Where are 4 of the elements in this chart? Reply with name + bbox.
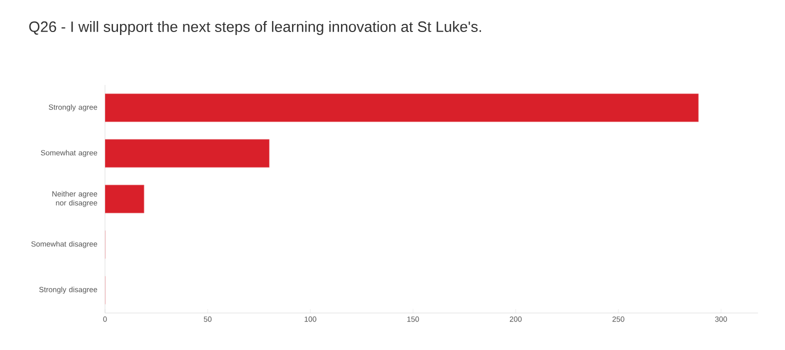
bar xyxy=(105,94,699,122)
bar xyxy=(105,139,270,168)
chart-title: Q26 - I will support the next steps of learning innovation at St Luke's. xyxy=(29,21,481,35)
bar xyxy=(105,184,144,214)
